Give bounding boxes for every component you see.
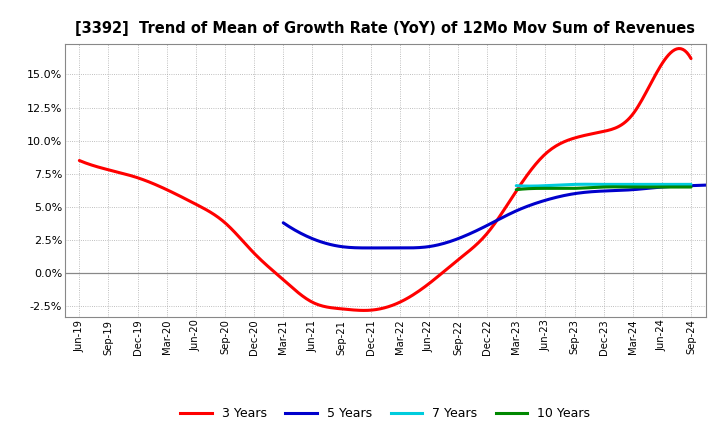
Title: [3392]  Trend of Mean of Growth Rate (YoY) of 12Mo Mov Sum of Revenues: [3392] Trend of Mean of Growth Rate (YoY… <box>75 21 696 36</box>
Legend: 3 Years, 5 Years, 7 Years, 10 Years: 3 Years, 5 Years, 7 Years, 10 Years <box>176 402 595 425</box>
